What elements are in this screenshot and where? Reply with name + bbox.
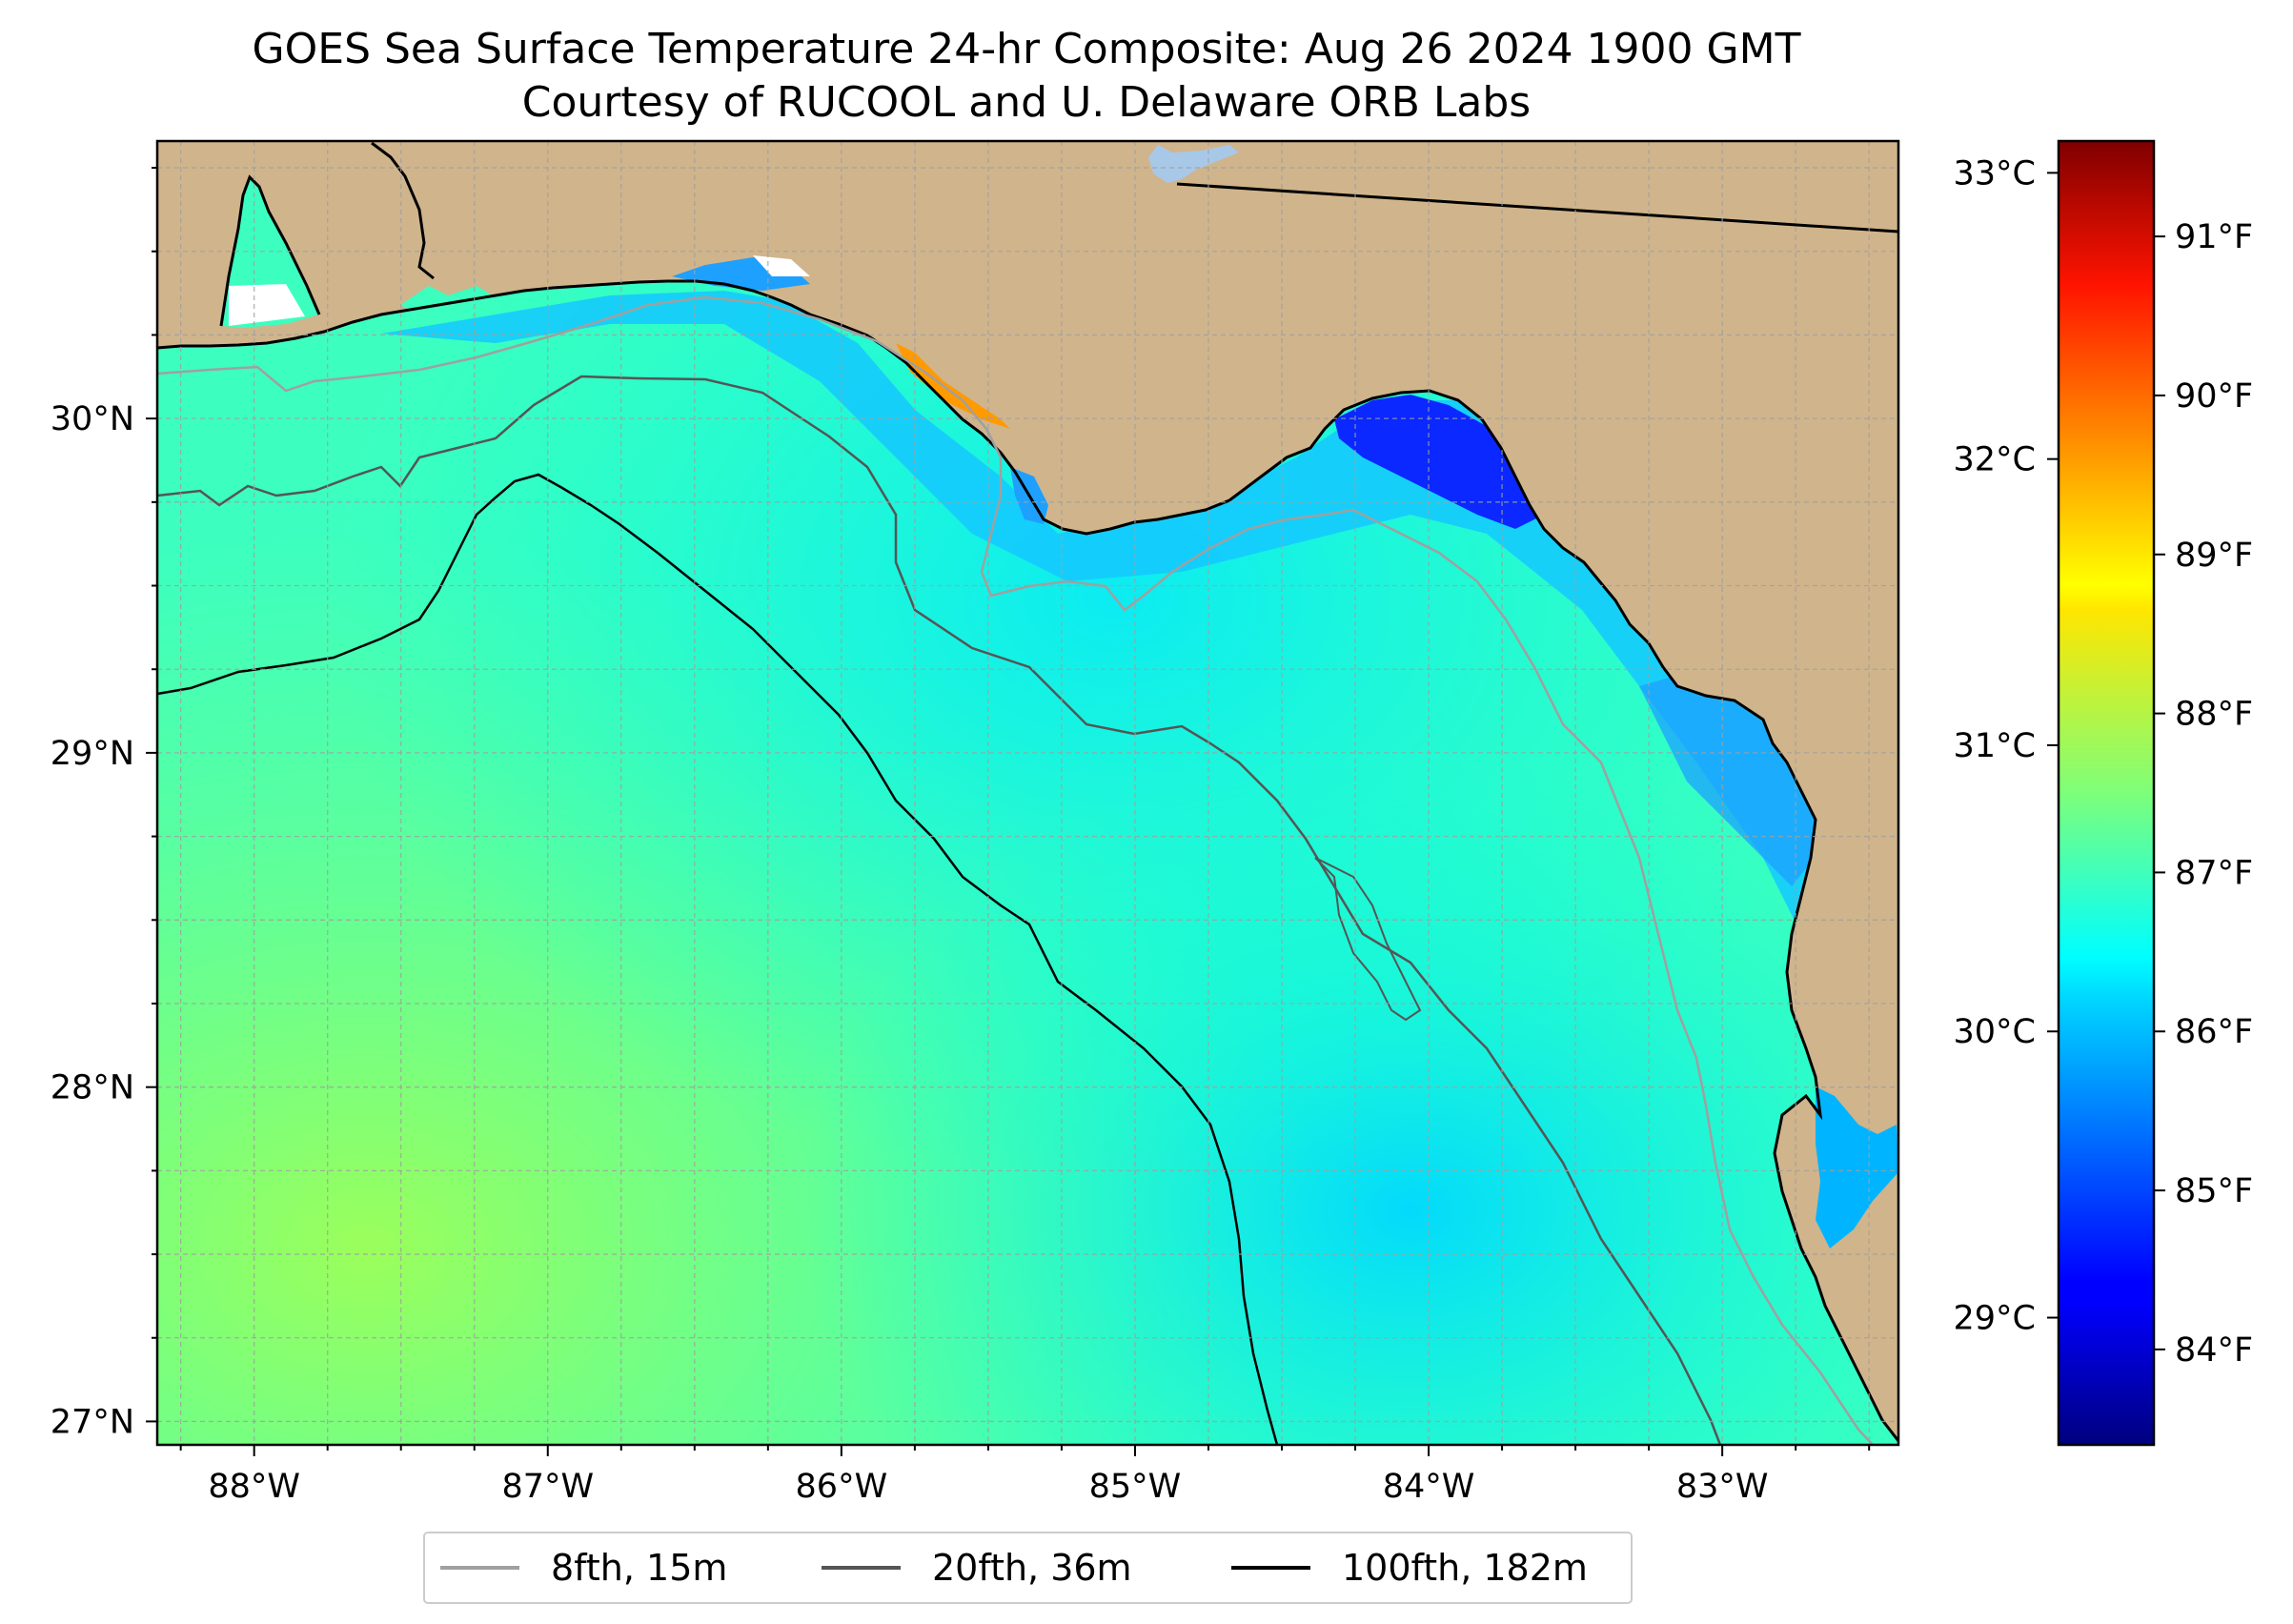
- fahrenheit-tick-label-91: 91°F: [2175, 218, 2253, 256]
- fahrenheit-tick-label-87: 87°F: [2175, 854, 2253, 892]
- coldest-upwelling-patch: [1334, 395, 1544, 529]
- lat-tick-label-29n: 29°N: [51, 735, 134, 773]
- celsius-tick-label-30: 30°C: [1954, 1013, 2036, 1051]
- legend-label-100fth: 100fth, 182m: [1342, 1547, 1588, 1589]
- lat-tick-label-27n: 27°N: [51, 1403, 134, 1441]
- gridlines: [157, 141, 1898, 1445]
- map-frame: [155, 139, 1900, 1447]
- mobile-bay-shore: [219, 174, 321, 327]
- coastline: [157, 279, 1898, 1442]
- land-mass: [157, 141, 1898, 1441]
- celsius-tick-label-33: 33°C: [1954, 154, 2036, 193]
- lon-tick-label-88w: 88°W: [208, 1468, 300, 1506]
- fahrenheit-tick-label-85: 85°F: [2175, 1172, 2253, 1210]
- lon-tick-marks: [179, 1445, 1871, 1456]
- fahrenheit-tick-label-84: 84°F: [2175, 1331, 2253, 1370]
- legend-box: [423, 1532, 1633, 1604]
- colorbar-fahrenheit-ticks: [2154, 235, 2165, 1350]
- fahrenheit-tick-label-90: 90°F: [2175, 377, 2253, 416]
- state-border-west: [371, 141, 435, 280]
- tampa-bay: [1816, 1086, 1898, 1248]
- st-joseph-bay: [896, 343, 1010, 429]
- lat-tick-label-30n: 30°N: [51, 400, 134, 438]
- colorbar-gradient: [2057, 139, 2156, 1447]
- colorbar: 33°C 32°C 31°C 30°C 29°C 91°F 90°F 89°F …: [1954, 139, 2253, 1447]
- isobath-100fth: [157, 473, 1279, 1445]
- legend-label-8fth: 8fth, 15m: [551, 1547, 727, 1589]
- colorbar-celsius-ticks: [2047, 172, 2059, 1319]
- isobath-20fth: [157, 375, 1722, 1445]
- lon-tick-label-84w: 84°W: [1383, 1468, 1475, 1506]
- celsius-tick-label-29: 29°C: [1954, 1300, 2036, 1338]
- legend: 8fth, 15m 20fth, 36m 100fth, 182m: [423, 1532, 1633, 1604]
- fahrenheit-tick-label-88: 88°F: [2175, 696, 2253, 734]
- map-panel: [157, 141, 1898, 1445]
- lat-tick-label-28n: 28°N: [51, 1069, 134, 1107]
- isobath-20fth-islands: [1314, 857, 1422, 1022]
- chart-title-line1: GOES Sea Surface Temperature 24-hr Compo…: [253, 25, 1801, 73]
- lake-seminole: [1148, 145, 1239, 183]
- lon-tick-label-86w: 86°W: [796, 1468, 888, 1506]
- bay-missing-data: [753, 255, 810, 276]
- mobile-bay-head-missing-data: [229, 284, 305, 326]
- state-border: [1176, 182, 1898, 233]
- chart-title-line2: Courtesy of RUCOOL and U. Delaware ORB L…: [522, 78, 1531, 127]
- lon-tick-label-85w: 85°W: [1089, 1468, 1182, 1506]
- fahrenheit-tick-label-86: 86°F: [2175, 1013, 2253, 1051]
- isobath-8fth: [157, 295, 1874, 1445]
- fahrenheit-tick-label-89: 89°F: [2175, 537, 2253, 575]
- legend-label-20fth: 20fth, 36m: [932, 1547, 1132, 1589]
- lon-tick-label-83w: 83°W: [1676, 1468, 1769, 1506]
- celsius-tick-label-31: 31°C: [1954, 727, 2036, 765]
- lat-tick-marks: [146, 167, 157, 1423]
- celsius-tick-label-32: 32°C: [1954, 441, 2036, 479]
- lon-tick-label-87w: 87°W: [501, 1468, 594, 1506]
